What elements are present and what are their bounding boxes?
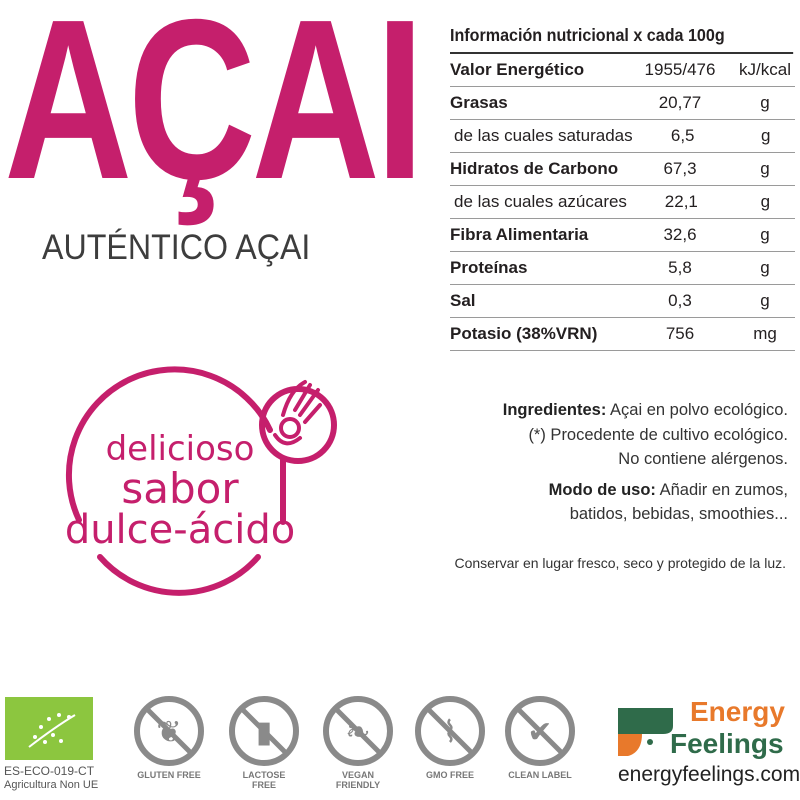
nutrient-name: Sal [450, 291, 476, 310]
nutrient-value: 20,77 [658, 93, 702, 112]
nutrition-row: Sal 0,3 g [450, 285, 795, 318]
nutrient-unit: g [760, 192, 771, 211]
badge-ring-bottom [97, 554, 261, 596]
nutrient-unit: mg [753, 324, 777, 343]
ingredients-text: Açai en polvo ecológico. [610, 401, 788, 419]
nutrient-unit: g [760, 93, 770, 112]
brand-line-2: Feelings [670, 728, 784, 759]
badge-label: GMO FREE [425, 770, 474, 780]
nutrient-unit: g [760, 225, 770, 244]
nutrition-row: Proteínas 5,8 g [450, 252, 795, 285]
brand-line-1: Energy [690, 696, 785, 727]
badge-ring-top [66, 366, 273, 523]
nutrient-value: 22,1 [664, 192, 698, 211]
ok-hand-icon [259, 380, 337, 464]
usage-text-2: batidos, bebidas, smoothies... [569, 505, 788, 523]
wheat-icon: ❦ [133, 695, 205, 767]
dna-icon: ⌇ [414, 695, 486, 767]
badge-line-1: delicioso [106, 429, 255, 469]
nutrient-value: 756 [665, 324, 695, 343]
nutrient-unit: g [760, 159, 770, 178]
nutrient-unit: g [760, 258, 770, 277]
nutrient-value: 6,5 [670, 126, 695, 145]
nutrition-row: Fibra Alimentaria 32,6 g [450, 219, 795, 252]
badge-label: CLEAN LABEL [508, 770, 572, 780]
nutrient-name: Valor Energético [450, 60, 585, 79]
product-subtitle: AUTÉNTICO AÇAI [42, 228, 311, 267]
nutrient-unit: g [760, 126, 771, 145]
ingredients-note-1: (*) Procedente de cultivo ecológico. [528, 425, 788, 444]
nutrition-row: de las cuales azúcares 22,1 g [450, 186, 795, 219]
nutrient-name: de las cuales saturadas [454, 126, 633, 145]
eu-organic-leaf-icon [5, 697, 93, 760]
ingredients-label: Ingredientes: [502, 401, 607, 419]
nutrient-name: Proteínas [450, 258, 528, 277]
eco-origin: Agricultura Non UE [4, 779, 99, 791]
nutrition-table: Información nutricional x cada 100g Valo… [450, 18, 795, 351]
usage-text: Añadir en zumos, [659, 480, 788, 499]
nutrient-value: 0,3 [668, 291, 692, 310]
nutrient-name: Fibra Alimentaria [450, 225, 589, 244]
product-title: AÇAI [4, 0, 425, 227]
nutrient-value: 32,6 [663, 225, 697, 244]
badge-label: GLUTEN FREE [137, 770, 201, 780]
energy-feelings-logo-icon [618, 708, 673, 756]
badge-label: LACTOSE FREE [242, 770, 286, 790]
nutrition-row: Valor Energético 1955/476 kJ/kcal [450, 54, 795, 87]
nutrition-row: Potasio (38%VRN) 756 mg [450, 318, 795, 351]
nutrient-unit: g [760, 291, 770, 310]
nutrient-unit: kJ/kcal [739, 60, 791, 79]
nutrient-value: 5,8 [668, 258, 692, 277]
nutrient-name: Grasas [450, 93, 508, 112]
nutrition-row: de las cuales saturadas 6,5 g [450, 120, 795, 153]
badge-line-2: sabor [121, 464, 239, 513]
usage-label: Modo de uso: [548, 480, 656, 499]
badge-line-3: dulce-ácido [65, 507, 295, 553]
badge-label: VEGAN FRIENDLY [335, 770, 381, 790]
check-leaf-icon: ✔ [504, 695, 576, 767]
ingredients-note-2: No contiene alérgenos. [618, 450, 788, 468]
brand-website: energyfeelings.com [618, 763, 800, 786]
storage-text: Conservar en lugar fresco, seco y proteg… [454, 555, 786, 571]
nutrient-name: de las cuales azúcares [454, 192, 627, 211]
nutrient-name: Potasio (38%VRN) [450, 324, 598, 343]
flavor-badge: delicioso sabor dulce-ácido [65, 366, 337, 596]
nutrition-heading: Información nutricional x cada 100g [450, 18, 793, 54]
eco-code: ES-ECO-019-CT [4, 764, 95, 778]
nutrition-row: Hidratos de Carbono 67,3 g [450, 153, 795, 186]
nutrition-row: Grasas 20,77 g [450, 87, 795, 120]
nutrient-value: 1955/476 [644, 60, 716, 79]
nutrient-value: 67,3 [663, 159, 697, 178]
ingredients-block: Ingredientes: Açai en polvo ecológico. (… [503, 398, 788, 527]
nutrient-name: Hidratos de Carbono [450, 159, 619, 178]
leaves-icon: ❧ [322, 695, 394, 767]
milk-bottle-icon: ▮ [228, 695, 300, 767]
